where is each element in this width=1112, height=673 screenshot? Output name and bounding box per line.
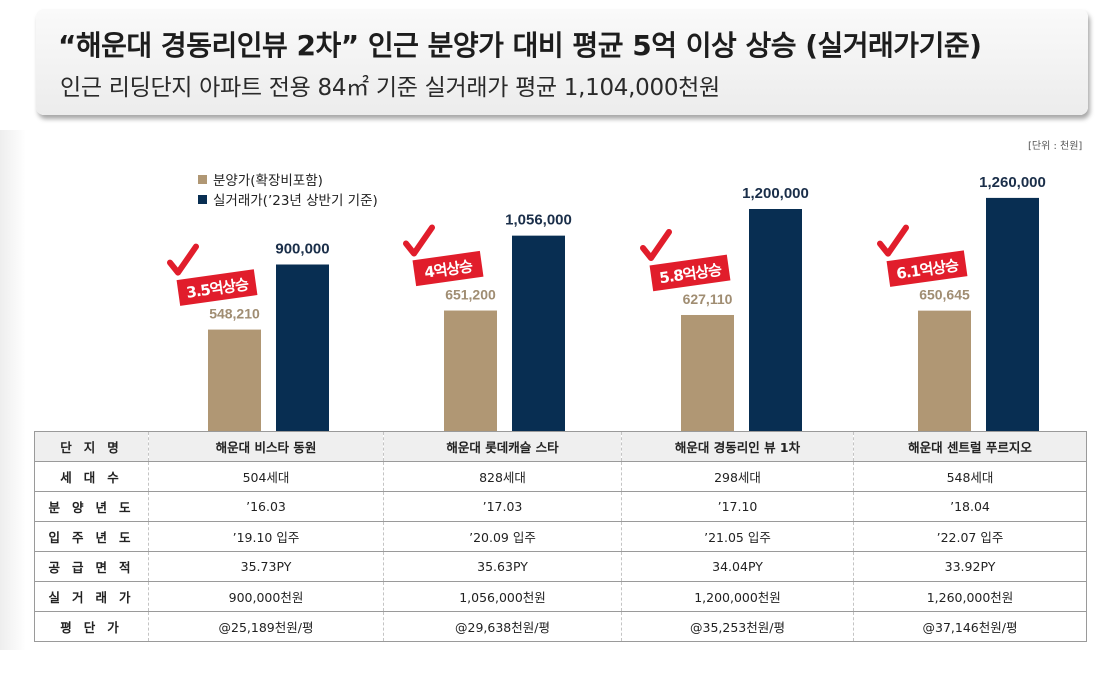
table-cell: ’19.10 입주 (148, 521, 384, 552)
bar-chart: 548,210 900,000 3.5억상승 651,200 1,056,000 4억상승… (167, 174, 1046, 431)
increase-badge-bg (886, 250, 968, 287)
bar-presale (918, 310, 971, 431)
page-title: “해운대 경동리인뷰 2차” 인근 분양가 대비 평균 5억 이상 상승 (실거… (58, 29, 982, 62)
table-row: 평단가 @25,189천원/평 @29,638천원/평 @35,253천원/평 @37,… (34, 611, 1087, 642)
bar-actual (512, 235, 565, 431)
table-cell: 34.04PY (621, 551, 854, 582)
table-row: 세대수 504세대 828세대 298세대 548세대 (34, 461, 1087, 492)
table-cell: ’18.04 (853, 491, 1087, 522)
table-column-header: 해운대 비스타 동원 (148, 431, 384, 462)
data-label-actual: 1,260,000 (979, 174, 1046, 191)
legend-swatch-presale (198, 174, 207, 184)
table-cell: ’17.10 (621, 491, 854, 522)
table-column-header: 해운대 센트럴 푸르지오 (853, 431, 1087, 462)
table-cell: @37,146천원/평 (853, 611, 1087, 642)
table-row-label: 평단가 (34, 611, 149, 642)
page-subtitle: 인근 리딩단지 아파트 전용 84㎡ 기준 실거래가 평균 1,104,000천… (60, 75, 720, 101)
bar-actual (276, 264, 329, 431)
increase-badge: 5.8억상승 (649, 254, 731, 292)
unit-note: [단위 : 천원] (1028, 141, 1083, 152)
chart-legend: 분양가(확장비포함) 실거래가(’23년 상반기 기준) (198, 169, 378, 209)
increase-badge-bg (412, 250, 484, 287)
table-cell: ’17.03 (383, 491, 622, 522)
check-mark-icon (167, 243, 199, 276)
increase-badge: 4억상승 (412, 250, 484, 287)
table-row: 공급면적 35.73PY 35.63PY 34.04PY 33.92PY (34, 551, 1087, 582)
table-cell: 900,000천원 (148, 581, 384, 612)
table-row-label: 입주년도 (34, 521, 149, 552)
table-cell: 1,056,000천원 (383, 581, 622, 612)
legend-item-actual: 실거래가(’23년 상반기 기준) (198, 189, 378, 209)
table-row-label: 세대수 (34, 461, 149, 492)
table-row-label: 분양년도 (34, 491, 149, 522)
data-label-presale: 650,645 (919, 287, 970, 303)
table-cell: @29,638천원/평 (383, 611, 622, 642)
legend-item-presale: 분양가(확장비포함) (198, 169, 378, 189)
table-cell: 298세대 (621, 461, 854, 492)
increase-badge-bg (649, 254, 731, 292)
side-shadow (0, 130, 26, 650)
bar-presale (208, 329, 261, 431)
table-row-label: 실거래가 (34, 581, 149, 612)
table-cell: 828세대 (383, 461, 622, 492)
table-cell: 35.63PY (383, 551, 622, 582)
table-row: 입주년도 ’19.10 입주 ’20.09 입주 ’21.05 입주 ’22.07 입주 (34, 521, 1087, 552)
table-cell: ’21.05 입주 (621, 521, 854, 552)
table-row: 분양년도 ’16.03’17.03’17.10’18.04 (34, 491, 1087, 522)
bar-actual (986, 197, 1039, 431)
legend-label-presale: 분양가(확장비포함) (213, 173, 323, 189)
table-body: 단지명 해운대 비스타 동원 해운대 롯데캐슬 스타 해운대 경동리인 뷰 1차 해운대… (34, 431, 1087, 642)
table-column-header: 해운대 롯데캐슬 스타 (383, 431, 622, 462)
table-header-row: 단지명 해운대 비스타 동원 해운대 롯데캐슬 스타 해운대 경동리인 뷰 1차 해운대… (34, 431, 1087, 462)
check-mark-icon (877, 224, 909, 257)
increase-badge: 3.5억상승 (176, 269, 258, 306)
bar-presale (681, 314, 734, 431)
data-label-presale: 651,200 (445, 287, 496, 303)
increase-badge-bg (176, 269, 258, 306)
table-cell: ’22.07 입주 (853, 521, 1087, 552)
table-cell: @35,253천원/평 (621, 611, 854, 642)
data-label-actual: 900,000 (275, 241, 329, 258)
data-label-actual: 1,200,000 (742, 185, 809, 202)
table-row: 실거래가 900,000천원 1,056,000천원 1,200,000천원 1,260… (34, 581, 1087, 612)
table-header-label: 단지명 (34, 431, 149, 462)
data-label-presale: 627,110 (683, 291, 733, 307)
data-label-actual: 1,056,000 (505, 212, 572, 229)
table-cell: 504세대 (148, 461, 384, 492)
table-row-label: 공급면적 (34, 551, 149, 582)
legend-swatch-actual (198, 194, 207, 204)
check-mark-icon (403, 224, 435, 257)
data-label-presale: 548,210 (209, 306, 260, 322)
increase-badge: 6.1억상승 (886, 250, 968, 287)
table-cell: 1,260,000천원 (853, 581, 1087, 612)
table-cell: ’20.09 입주 (383, 521, 622, 552)
check-mark-icon (640, 228, 672, 261)
table-cell: @25,189천원/평 (148, 611, 384, 642)
bar-actual (749, 209, 802, 431)
table-cell: ’16.03 (148, 491, 384, 522)
table-cell: 35.73PY (148, 551, 384, 582)
complex-info-table: 단지명 해운대 비스타 동원 해운대 롯데캐슬 스타 해운대 경동리인 뷰 1차 해운대… (34, 431, 1087, 642)
table-cell: 548세대 (853, 461, 1087, 492)
legend-label-actual: 실거래가(’23년 상반기 기준) (213, 193, 378, 209)
table-cell: 33.92PY (853, 551, 1087, 582)
table-cell: 1,200,000천원 (621, 581, 854, 612)
table-column-header: 해운대 경동리인 뷰 1차 (621, 431, 854, 462)
header-box (36, 9, 1088, 115)
bar-presale (444, 310, 497, 431)
